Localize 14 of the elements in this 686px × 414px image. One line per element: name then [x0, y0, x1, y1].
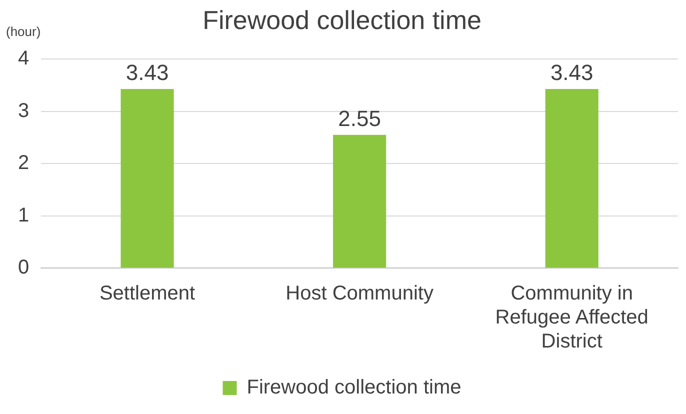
- data-label: 3.43: [126, 60, 169, 86]
- y-tick-label: 3: [18, 100, 30, 122]
- data-label: 2.55: [338, 106, 381, 131]
- legend-label: Firewood collection time: [246, 376, 462, 399]
- data-label: 3.43: [550, 60, 594, 86]
- x-tick-label: Host Community: [286, 282, 434, 305]
- y-tick-label: 4: [18, 48, 30, 70]
- y-tick-label: 0: [18, 256, 30, 279]
- x-tick-label: Community in Refugee Affected District: [495, 282, 648, 353]
- y-tick-label: 2: [18, 152, 30, 174]
- chart-title: Firewood collection time: [202, 4, 482, 35]
- y-axis-title: (hour): [6, 24, 41, 40]
- x-tick-label: Settlement: [99, 282, 196, 305]
- y-tick-label: 1: [18, 204, 30, 226]
